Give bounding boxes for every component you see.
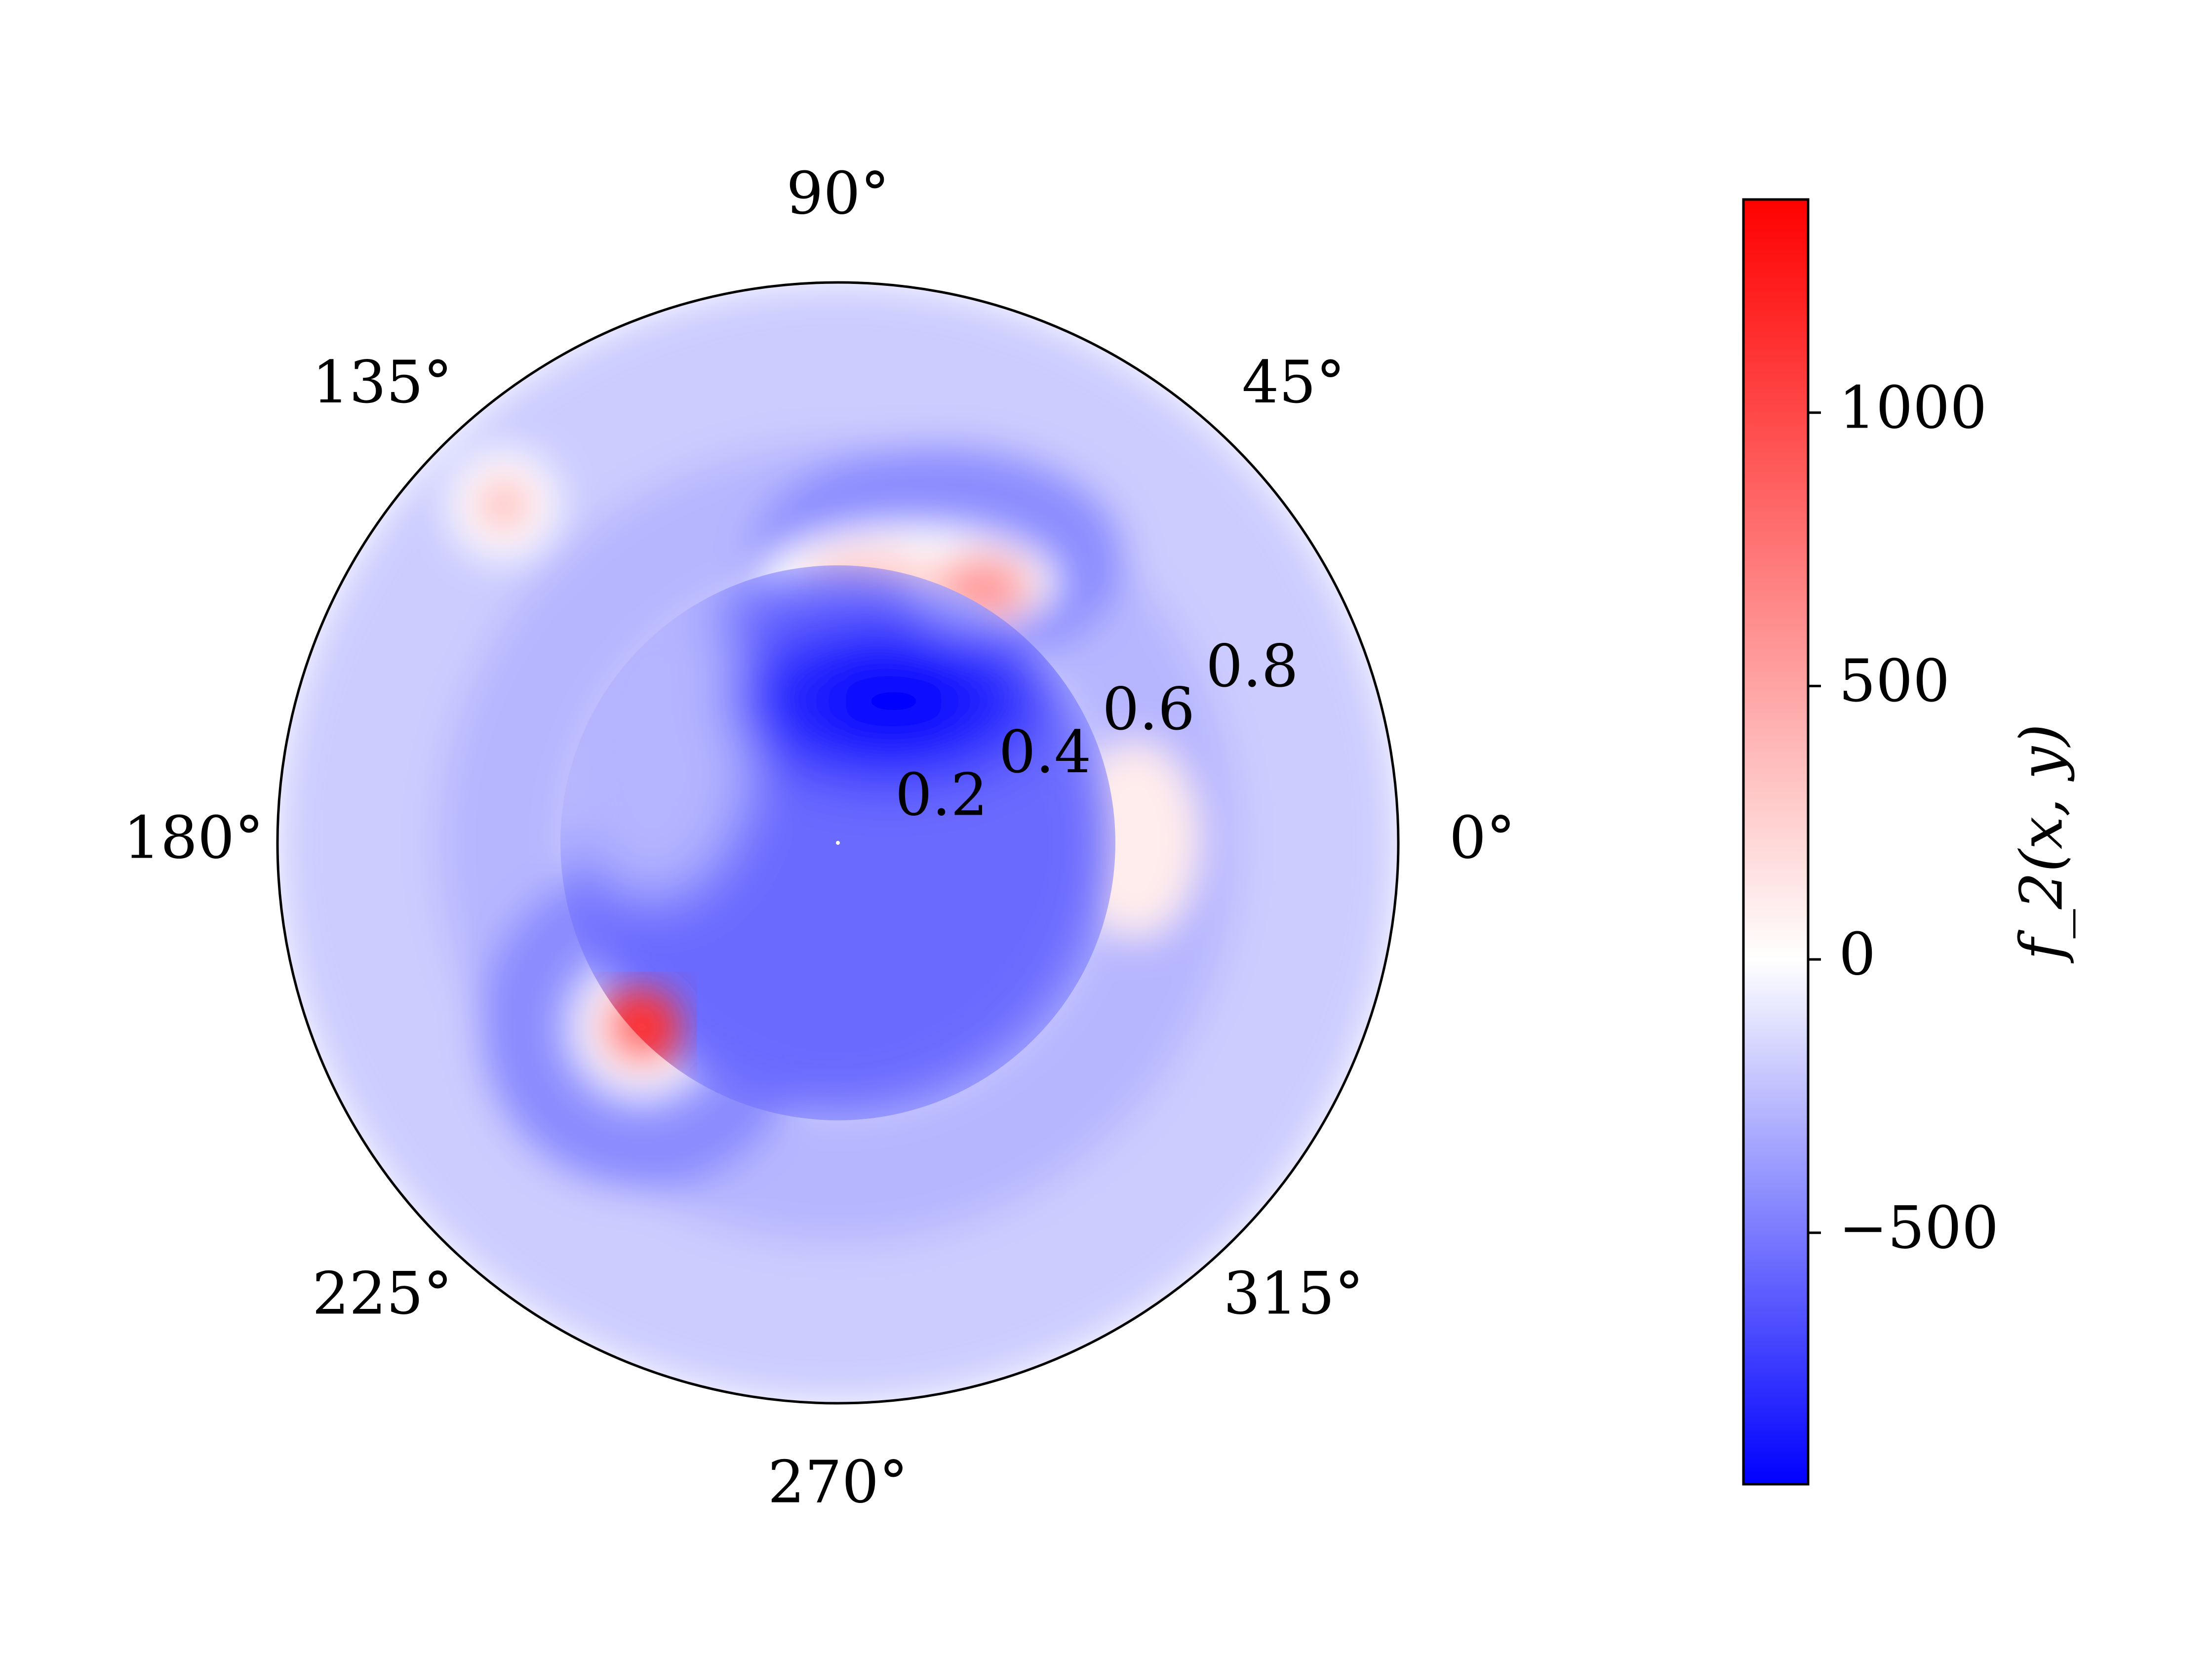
radial-tick-label: 0.8 <box>1206 632 1299 700</box>
colorbar-tick-label: 1000 <box>1839 373 1987 441</box>
theta-tick-label: 315° <box>1224 1259 1364 1327</box>
theta-tick-labels: 0° 45° 90° 135° 180° 225° 270° 315° <box>123 159 1515 1516</box>
origin-marker <box>836 841 840 845</box>
polar-axes: 0° 45° 90° 135° 180° 225° 270° 315° 0.20.40.60.… <box>123 159 1515 1516</box>
radial-tick-label: 0.2 <box>895 761 988 829</box>
theta-tick-label: 90° <box>786 159 889 228</box>
theta-tick-label: 180° <box>123 804 264 872</box>
radial-tick-label: 0.6 <box>1102 675 1195 743</box>
theta-tick-label: 45° <box>1242 348 1345 416</box>
theta-tick-label: 0° <box>1449 804 1515 872</box>
colorbar-gradient <box>1742 198 1810 1486</box>
polar-axis-frame <box>276 281 1400 1405</box>
colorbar-tick-label: 500 <box>1839 647 1950 715</box>
theta-tick-label: 270° <box>768 1448 908 1516</box>
colorbar-tick-label: 0 <box>1839 920 1876 988</box>
colorbar-label: f_2(x, y) <box>2008 724 2076 964</box>
theta-tick-label: 135° <box>312 348 452 416</box>
theta-tick-label: 225° <box>312 1259 452 1327</box>
radial-tick-labels: 0.20.40.60.8 <box>895 632 1299 829</box>
radial-tick-label: 0.4 <box>999 718 1092 786</box>
colorbar: 1000 500 0 −500 f_2(x, y) <box>1742 198 2076 1486</box>
colorbar-tick-label: −500 <box>1839 1193 1999 1262</box>
colorbar-ticks: 1000 500 0 −500 <box>1808 373 1999 1262</box>
